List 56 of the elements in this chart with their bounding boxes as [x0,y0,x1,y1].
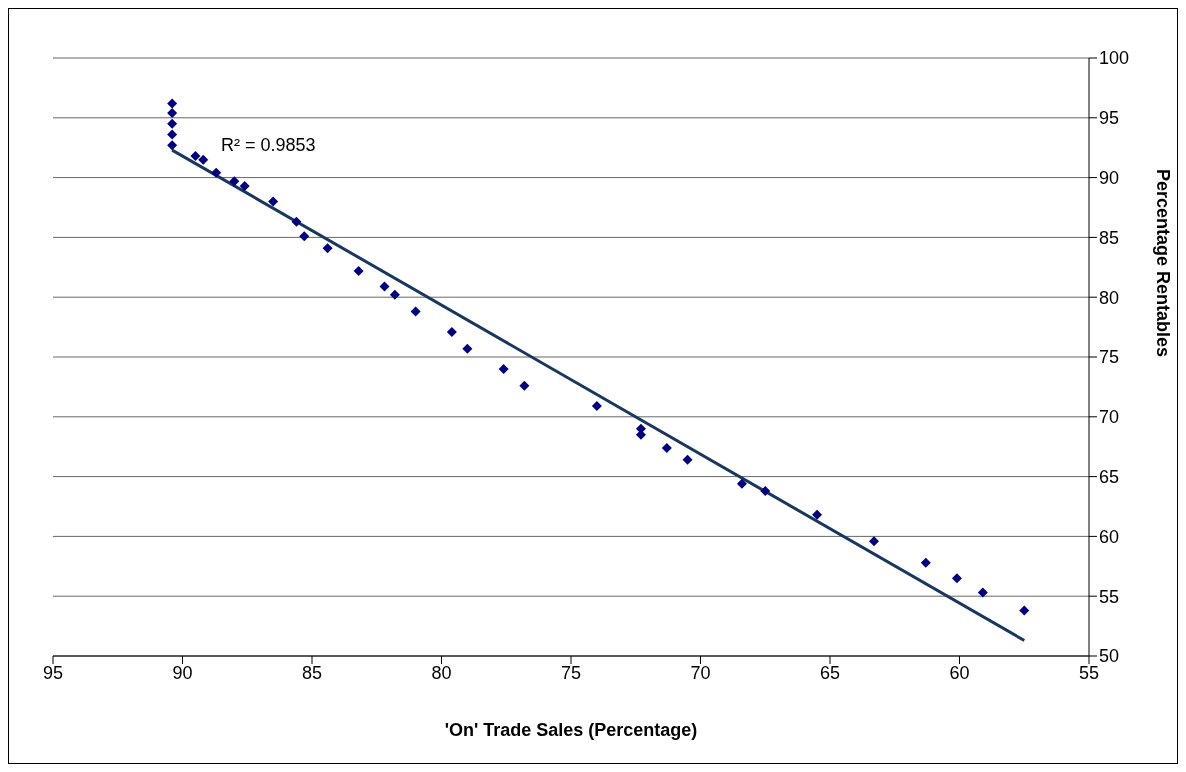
point [167,140,178,151]
point [760,485,771,496]
x-axis-title: 'On' Trade Sales (Percentage) [444,720,698,740]
annotation: R² = 0.9853 [221,135,316,156]
y-tick-label: 95 [1099,108,1120,129]
x-tick-label: 70 [690,662,711,683]
point [446,326,457,337]
x-tick-label: 90 [172,662,193,683]
x-tick-label: 80 [431,662,452,683]
point [291,216,302,227]
point [190,151,201,162]
point [462,343,473,354]
point [977,587,988,598]
point [498,363,509,374]
y-tick-label: 60 [1099,526,1120,547]
point [353,265,364,276]
y-tick-label: 70 [1099,407,1120,428]
y-tick-label: 100 [1099,48,1130,69]
point [167,118,178,129]
point [661,442,672,453]
point [198,154,209,165]
point [211,167,222,178]
point [591,401,602,412]
x-tick-label: 95 [42,662,64,683]
y-tick-label: 55 [1099,586,1120,607]
y-tick-label: 65 [1099,466,1120,487]
point [167,98,178,109]
point [682,454,693,465]
point [951,573,962,584]
point [869,536,880,547]
point [920,557,931,568]
y-tick-label: 80 [1099,287,1120,308]
x-tick-label: 85 [301,662,323,683]
x-tick-label: 55 [1078,662,1100,683]
point [410,306,421,317]
point [379,281,390,292]
y-tick-label: 85 [1099,227,1120,248]
y-tick-label: 90 [1099,167,1120,188]
x-tick-label: 75 [560,662,582,683]
point [812,509,823,520]
point [389,289,400,300]
point [736,478,747,489]
point [239,180,250,191]
point [167,129,178,140]
point [299,231,310,242]
y-tick-label: 75 [1099,347,1120,368]
point [519,380,530,391]
point [167,108,178,119]
point [229,176,240,187]
point [322,243,333,254]
point [1019,605,1030,616]
x-tick-label: 60 [949,662,970,683]
point [268,196,279,207]
x-tick-label: 65 [819,662,841,683]
y-tick-label: 50 [1099,646,1120,667]
y-axis-title: Percentage Rentables [1152,168,1173,357]
